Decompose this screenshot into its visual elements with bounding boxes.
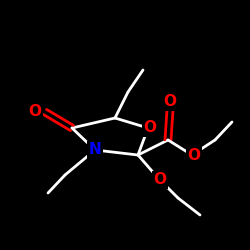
Text: O: O: [154, 172, 166, 188]
Text: O: O: [164, 94, 176, 110]
Text: O: O: [144, 120, 156, 136]
Text: O: O: [28, 104, 42, 120]
Text: O: O: [188, 148, 200, 162]
Text: N: N: [88, 142, 102, 158]
